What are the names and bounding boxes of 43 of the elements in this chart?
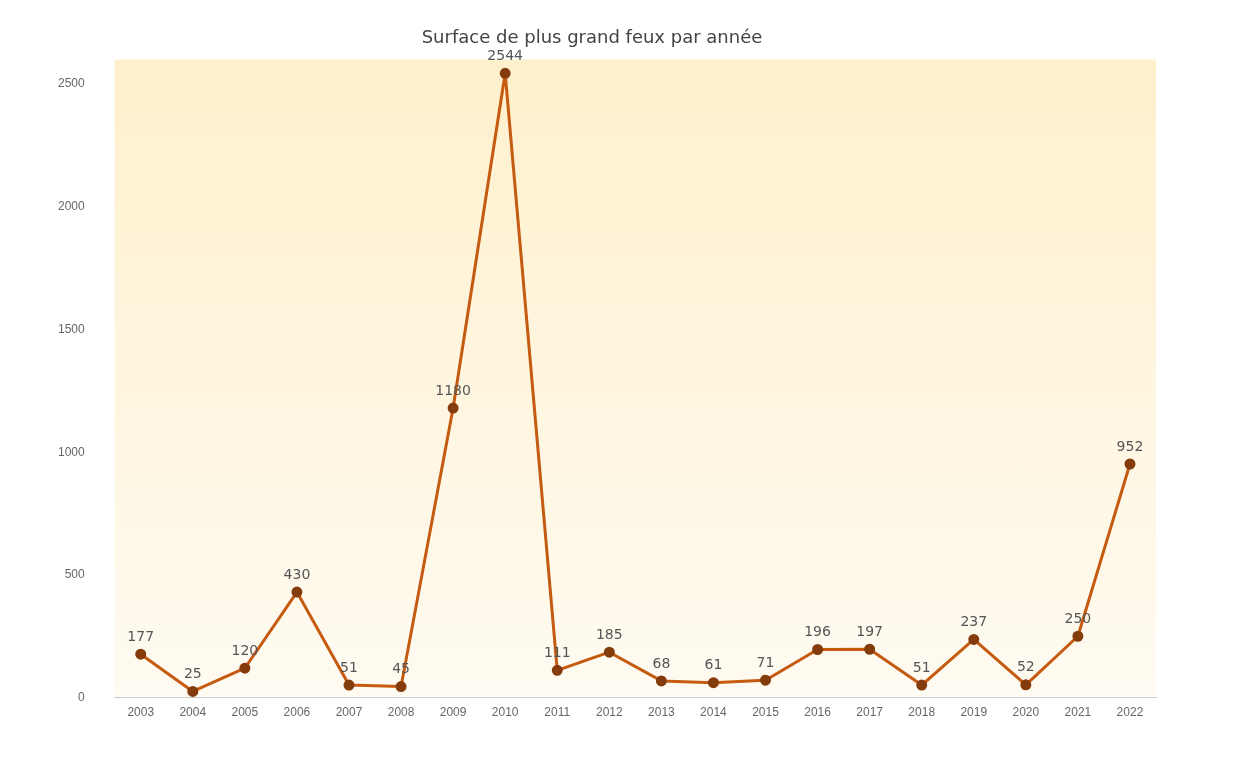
data-label: 2544 xyxy=(487,46,524,63)
x-tick-label: 2009 xyxy=(439,705,467,720)
data-label: 71 xyxy=(756,653,775,670)
data-label: 68 xyxy=(652,654,671,671)
x-tick-label: 2004 xyxy=(179,705,207,720)
x-tick-label: 2005 xyxy=(231,705,259,720)
x-tick-label: 2020 xyxy=(1012,705,1040,720)
x-tick-label: 2019 xyxy=(960,705,988,720)
data-label: 51 xyxy=(340,658,358,675)
y-tick-label: 1500 xyxy=(57,321,86,336)
chart-title: Surface de plus grand feux par année xyxy=(421,26,763,48)
x-tick-label: 2018 xyxy=(908,705,936,720)
y-tick-label: 500 xyxy=(64,567,86,582)
y-tick-label: 1000 xyxy=(57,444,86,459)
x-tick-label: 2014 xyxy=(700,705,728,720)
x-tick-label: 2022 xyxy=(1116,705,1144,720)
x-tick-label: 2003 xyxy=(127,705,155,720)
x-tick-label: 2017 xyxy=(856,705,884,720)
data-label: 430 xyxy=(283,565,311,582)
x-tick-label: 2007 xyxy=(335,705,363,720)
data-label: 952 xyxy=(1116,437,1144,454)
y-tick-label: 2000 xyxy=(57,199,86,214)
x-tick-label: 2015 xyxy=(752,705,780,720)
data-label: 196 xyxy=(804,623,832,640)
x-tick-label: 2016 xyxy=(804,705,832,720)
y-tick-label: 0 xyxy=(78,689,86,704)
data-label: 61 xyxy=(704,656,723,673)
x-tick-label: 2006 xyxy=(283,705,311,720)
data-label: 177 xyxy=(127,627,155,644)
data-label: 52 xyxy=(1016,658,1035,675)
y-tick-label: 2500 xyxy=(57,76,86,91)
data-label: 25 xyxy=(183,665,202,682)
x-tick-label: 2013 xyxy=(648,705,676,720)
x-tick-label: 2011 xyxy=(544,705,571,720)
x-tick-label: 2021 xyxy=(1064,705,1092,720)
data-label: 120 xyxy=(231,641,259,658)
x-tick-label: 2012 xyxy=(595,705,623,720)
data-label: 197 xyxy=(856,622,884,639)
data-label: 185 xyxy=(595,625,623,642)
x-tick-label: 2010 xyxy=(491,705,519,720)
data-label: 51 xyxy=(912,658,931,675)
x-tick-label: 2008 xyxy=(387,705,415,720)
data-label: 237 xyxy=(960,613,988,630)
